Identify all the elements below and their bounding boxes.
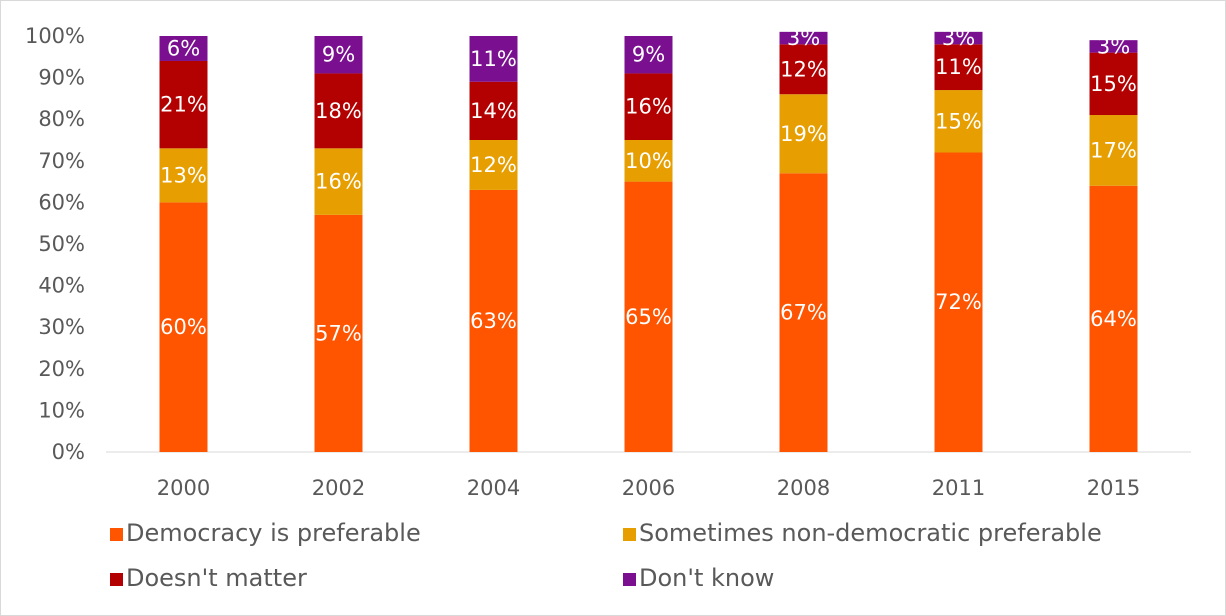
y-tick-label: 60% [38,190,85,214]
data-label: 11% [470,47,517,71]
legend-label: Don't know [639,564,774,592]
legend-label: Democracy is preferable [126,519,421,547]
bar-segment [469,189,518,453]
y-tick-label: 80% [38,107,85,131]
data-label: 63% [470,309,517,333]
y-tick-label: 70% [38,149,85,173]
legend-swatch [110,573,123,586]
data-label: 21% [160,93,207,117]
x-tick-label: 2011 [932,476,985,500]
x-tick-label: 2000 [157,476,210,500]
x-tick-label: 2008 [777,476,830,500]
data-label: 57% [315,321,362,345]
bar-segment [779,94,828,174]
data-label: 9% [632,43,665,67]
data-label: 17% [1090,138,1137,162]
data-label: 12% [470,153,517,177]
data-label: 11% [935,55,982,79]
legend-swatch [623,528,636,541]
data-label: 65% [625,305,672,329]
x-tick-label: 2015 [1087,476,1140,500]
data-label: 60% [160,315,207,339]
data-label: 16% [625,95,672,119]
bar-segment [624,36,673,74]
bar-segment [1089,185,1138,452]
bar-segment [314,214,363,452]
data-label: 13% [160,163,207,187]
legend-swatch [623,573,636,586]
y-tick-label: 50% [38,232,85,256]
bar-segment [469,36,518,82]
bars: 60% 13% 21% 6% 57% 16% 18% 9% 63% 12% 14% 11% 65% 10%… [159,26,1138,453]
bar-segment [624,73,673,140]
y-tick-label: 0% [52,440,85,464]
legend-swatch [110,528,123,541]
data-label: 10% [625,149,672,173]
bar-segment [314,148,363,215]
y-axis: 0% 10% 20% 30% 40% 50% 60% 70% 80% 90% 100% [25,24,85,464]
data-label: 3% [787,26,820,50]
y-tick-label: 90% [38,66,85,90]
x-tick-label: 2004 [467,476,520,500]
data-label: 3% [942,26,975,50]
legend: Democracy is preferable Sometimes non-dem… [110,519,1102,592]
bar-segment [624,140,673,182]
data-label: 64% [1090,307,1137,331]
data-label: 19% [780,122,827,146]
bar-segment [779,31,828,45]
data-label: 9% [322,43,355,67]
data-label: 15% [935,109,982,133]
data-label: 12% [780,57,827,81]
y-tick-label: 20% [38,357,85,381]
data-label: 14% [470,99,517,123]
data-label: 16% [315,170,362,194]
bar-segment [934,31,983,45]
bar-segment [1089,52,1138,116]
bar-segment [779,44,828,95]
bar-segment [624,181,673,452]
bar-segment [469,140,518,190]
bar-segment [159,148,208,203]
y-tick-label: 10% [38,398,85,422]
bar-segment [159,60,208,149]
y-tick-label: 30% [38,315,85,339]
bar-segment [1089,115,1138,186]
data-label: 18% [315,99,362,123]
data-label: 3% [1097,34,1130,58]
legend-label: Doesn't matter [126,564,307,592]
x-axis: 2000 2002 2004 2006 2008 2011 2015 [106,451,1191,500]
bar-segment [779,173,828,452]
bar-segment [934,152,983,453]
data-label: 6% [167,36,200,60]
bar-segment [934,90,983,153]
legend-label: Sometimes non-democratic preferable [639,519,1102,547]
x-tick-label: 2006 [622,476,675,500]
bar-segment [314,36,363,74]
data-label: 72% [935,290,982,314]
bar-segment [314,73,363,149]
x-tick-label: 2002 [312,476,365,500]
bar-segment [469,81,518,140]
data-label: 67% [780,301,827,325]
bar-segment [159,202,208,452]
bar-segment [1089,40,1138,53]
bar-segment [934,44,983,91]
y-tick-label: 100% [25,24,85,48]
y-tick-label: 40% [38,274,85,298]
data-label: 15% [1090,72,1137,96]
bar-segment [159,36,208,61]
